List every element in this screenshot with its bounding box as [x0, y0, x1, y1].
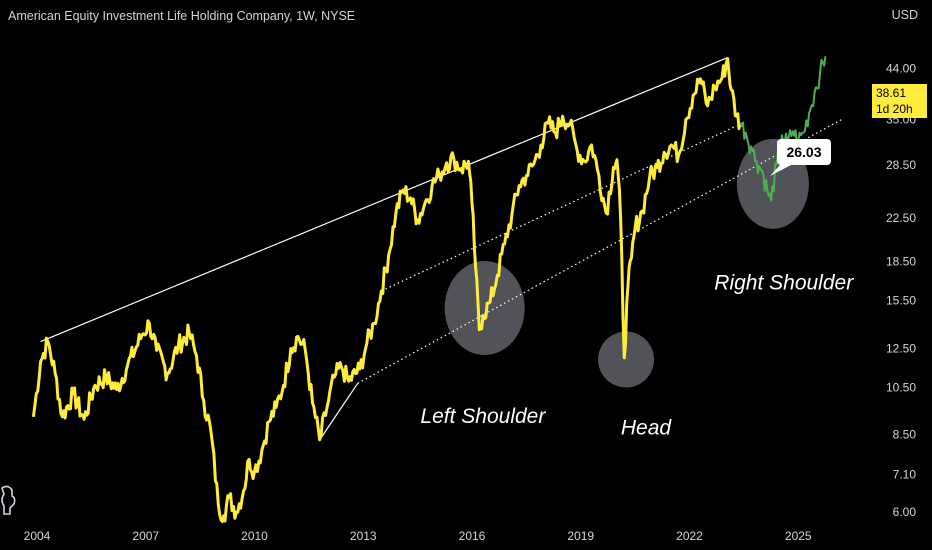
y-tick-label: 10.50: [886, 380, 916, 394]
trendline: [40, 57, 728, 343]
y-tick-label: 7.10: [893, 468, 917, 482]
highlight-circle: [444, 261, 525, 356]
y-tick-label: 44.00: [886, 61, 916, 75]
annotation-label: Right Shoulder: [714, 272, 854, 295]
annotation-label: Left Shoulder: [420, 405, 546, 428]
x-tick-label: 2010: [241, 529, 268, 543]
trendlines: [40, 57, 843, 441]
x-tick-label: 2016: [459, 529, 486, 543]
price-line-history: [31, 57, 742, 523]
callout-value: 26.03: [786, 144, 821, 160]
last-price-tag[interactable]: 38.61 1d 20h: [872, 84, 927, 118]
tradingview-logo-icon: [1, 485, 16, 515]
y-tick-label: 22.50: [886, 211, 916, 225]
x-tick-label: 2025: [785, 529, 812, 543]
x-tick-label: 2022: [676, 529, 703, 543]
dotted-trendline: [381, 125, 737, 292]
trendline: [319, 382, 359, 441]
pattern-annotations: Left Shoulder Head Right Shoulder: [420, 272, 854, 440]
y-tick-label: 8.50: [893, 427, 917, 441]
x-tick-label: 2007: [132, 529, 159, 543]
y-tick-label: 15.50: [886, 294, 916, 308]
y-tick-label: 28.50: [886, 158, 916, 172]
x-tick-label: 2013: [350, 529, 377, 543]
price-series: [31, 56, 827, 523]
bar-countdown: 1d 20h: [876, 102, 913, 116]
highlight-circles: [444, 138, 809, 388]
currency-label: USD: [891, 8, 918, 22]
highlight-circle: [598, 331, 655, 388]
callout-box: [777, 139, 831, 165]
dotted-trendline: [357, 118, 843, 384]
y-tick-label: 18.50: [886, 254, 916, 268]
x-tick-label: 2004: [24, 529, 51, 543]
last-price: 38.61: [876, 86, 907, 100]
callout-pointer: [770, 165, 791, 176]
price-callout: 26.03: [770, 139, 831, 176]
x-tick-label: 2019: [567, 529, 594, 543]
x-axis[interactable]: 2004 2007 2010 2013 2016 2019 2022 2025: [24, 529, 812, 543]
price-line-recent: [739, 56, 827, 202]
annotation-label: Head: [621, 416, 673, 439]
y-axis[interactable]: 44.0035.0028.5022.5018.5015.5012.5010.50…: [886, 61, 916, 519]
y-tick-label: 6.00: [893, 505, 917, 519]
chart-title: American Equity Investment Life Holding …: [8, 9, 356, 23]
y-tick-label: 12.50: [886, 342, 916, 356]
